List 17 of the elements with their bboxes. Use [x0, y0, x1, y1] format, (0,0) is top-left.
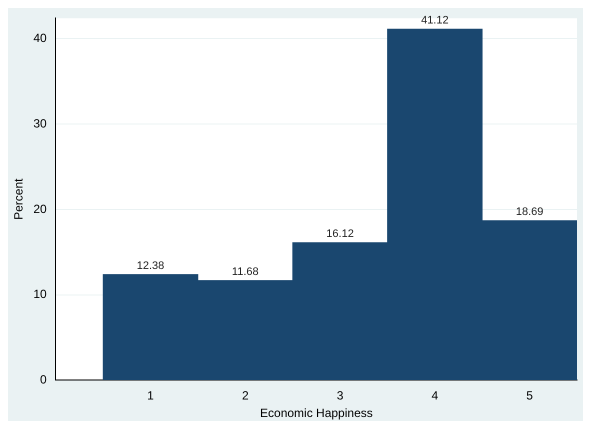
- x-tick-label: 1: [147, 388, 154, 403]
- x-tick-label: 4: [431, 388, 438, 403]
- x-tick-label: 3: [336, 388, 344, 403]
- x-tick-label: 5: [526, 388, 534, 403]
- data-label: 18.69: [516, 206, 544, 218]
- y-tick-label: 0: [40, 372, 48, 387]
- y-axis-title: Percent: [12, 178, 26, 220]
- data-label: 11.68: [232, 266, 259, 278]
- x-axis-title: Economic Happiness: [260, 406, 373, 420]
- data-label: 16.12: [326, 228, 354, 240]
- y-tick-label: 20: [33, 202, 48, 216]
- y-tick-label: 30: [33, 116, 48, 130]
- y-tick-label: 10: [33, 287, 48, 302]
- x-tick-label: 2: [242, 388, 249, 403]
- data-label: 41.12: [421, 14, 449, 27]
- data-label: 12.38: [136, 260, 164, 272]
- y-tick-label: 40: [33, 31, 48, 46]
